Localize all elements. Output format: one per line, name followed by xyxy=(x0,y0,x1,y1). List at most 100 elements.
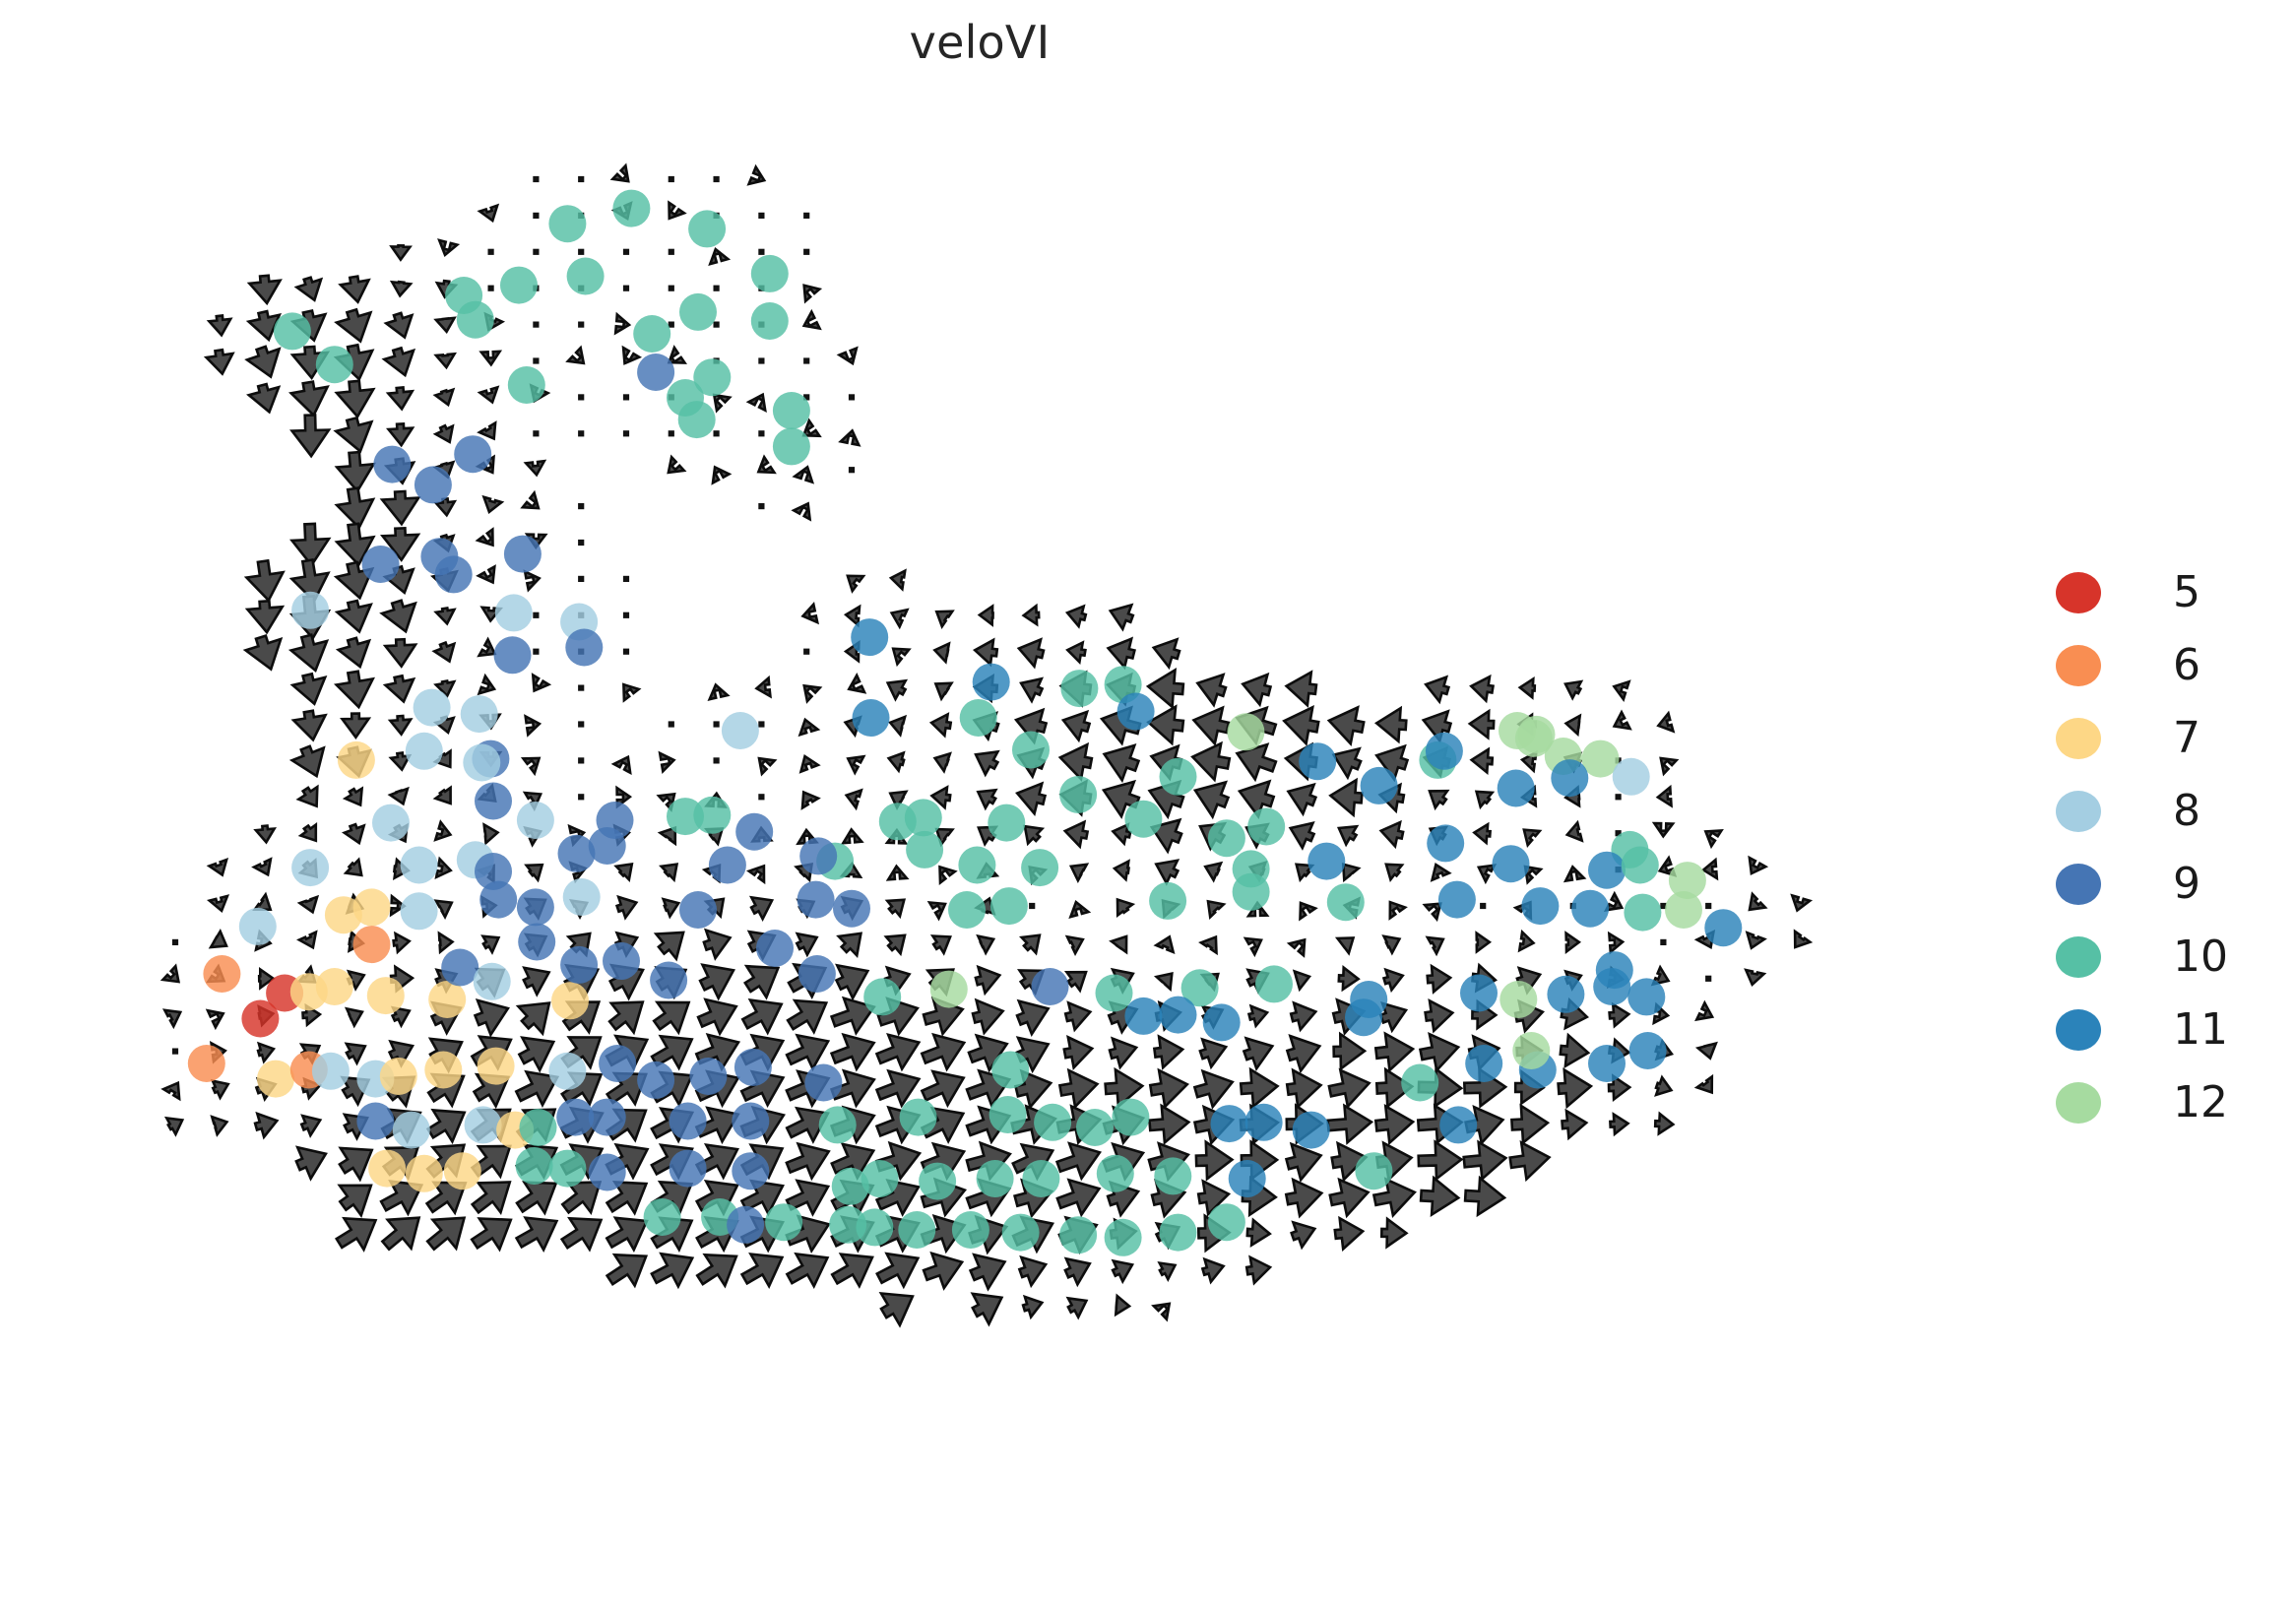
velocity-arrow xyxy=(386,422,415,448)
cell-point xyxy=(413,688,451,727)
velocity-arrow xyxy=(425,1216,467,1252)
legend-item-9[interactable]: 9 xyxy=(2028,848,2284,921)
velocity-arrow xyxy=(1284,1141,1323,1183)
velocity-arrow xyxy=(1659,756,1680,777)
velocity-arrow xyxy=(1242,1036,1275,1072)
cell-point xyxy=(856,1208,894,1247)
velocity-arrow-dot xyxy=(578,321,585,328)
velocity-arrow xyxy=(1112,859,1130,882)
legend-swatch-icon xyxy=(2056,864,2101,905)
velocity-arrow xyxy=(299,1114,323,1138)
velocity-arrow xyxy=(1557,1067,1594,1110)
cell-point xyxy=(1547,975,1585,1013)
legend-item-label: 7 xyxy=(2173,713,2200,763)
cell-point xyxy=(1521,887,1560,926)
velocity-arrow xyxy=(1286,937,1307,958)
cell-point xyxy=(372,804,410,842)
cell-point xyxy=(187,1045,225,1082)
velocity-arrow xyxy=(785,1106,830,1144)
velocity-arrow xyxy=(210,1115,229,1137)
cell-point xyxy=(929,970,968,1008)
cell-point xyxy=(1624,893,1662,932)
velocity-arrow xyxy=(334,522,376,567)
cell-point xyxy=(1512,1032,1551,1069)
velocity-arrow xyxy=(707,682,731,702)
velocity-arrow xyxy=(1299,901,1318,922)
cell-point xyxy=(315,968,353,1005)
velocity-arrow xyxy=(289,672,328,706)
velocity-arrow xyxy=(1241,672,1273,708)
velocity-arrow xyxy=(622,682,642,703)
cell-point xyxy=(899,1098,937,1136)
velocity-arrow-dot xyxy=(622,648,630,655)
velocity-arrow xyxy=(476,564,496,585)
velocity-arrow xyxy=(334,379,376,419)
velocity-arrow-dot xyxy=(578,794,585,801)
velocity-arrow xyxy=(1285,1034,1322,1074)
velocity-arrow-dot xyxy=(622,575,630,582)
cell-point xyxy=(904,799,942,837)
legend-item-6[interactable]: 6 xyxy=(2028,629,2284,702)
cell-point xyxy=(669,1102,707,1140)
velocity-arrow xyxy=(967,1033,1009,1073)
legend-item-8[interactable]: 8 xyxy=(2028,775,2284,848)
legend-item-5[interactable]: 5 xyxy=(2028,556,2284,629)
cell-point xyxy=(1159,1213,1197,1252)
velocity-arrow xyxy=(389,893,407,918)
legend-item-10[interactable]: 10 xyxy=(2028,921,2284,994)
velocity-arrow xyxy=(1469,746,1495,776)
velocity-arrow xyxy=(206,858,229,877)
velocity-arrow xyxy=(1522,828,1543,848)
cell-point xyxy=(677,401,716,439)
velocity-arrow xyxy=(1476,864,1498,885)
velocity-arrow-dot xyxy=(533,248,540,255)
legend-item-7[interactable]: 7 xyxy=(2028,702,2284,775)
cell-point xyxy=(1031,968,1069,1005)
cell-point xyxy=(1437,880,1476,919)
velocity-arrow xyxy=(976,933,996,956)
cell-point xyxy=(1228,1160,1266,1197)
legend-item-11[interactable]: 11 xyxy=(2028,994,2284,1066)
velocity-arrow xyxy=(433,899,454,921)
velocity-arrow xyxy=(477,673,497,696)
velocity-arrow xyxy=(712,393,733,414)
cell-point xyxy=(1517,715,1556,753)
velocity-arrow xyxy=(433,316,457,335)
cell-point xyxy=(1499,981,1538,1018)
velocity-arrow xyxy=(244,599,286,635)
velocity-arrow xyxy=(785,1179,831,1217)
velocity-arrow-dot xyxy=(578,757,585,764)
velocity-arrow xyxy=(341,822,366,846)
velocity-arrow xyxy=(889,608,910,630)
velocity-arrow xyxy=(888,568,907,592)
velocity-arrow xyxy=(338,1146,374,1183)
cell-point xyxy=(515,1147,553,1185)
velocity-arrow xyxy=(477,385,500,405)
legend-item-12[interactable]: 12 xyxy=(2028,1066,2284,1139)
cell-point xyxy=(1581,740,1620,778)
cell-point xyxy=(1116,692,1155,731)
velocity-arrow xyxy=(161,1008,183,1030)
velocity-arrow xyxy=(478,350,503,367)
legend-item-label: 5 xyxy=(2173,567,2200,617)
cell-point xyxy=(368,1149,407,1188)
cell-point xyxy=(493,636,532,675)
velocity-arrow xyxy=(888,714,908,738)
velocity-arrow xyxy=(1790,893,1814,913)
velocity-arrow xyxy=(846,574,866,594)
velocity-arrow xyxy=(834,963,870,1001)
velocity-arrow-dot xyxy=(803,212,810,219)
velocity-arrow xyxy=(1200,1256,1226,1285)
velocity-arrow xyxy=(242,633,284,672)
cell-point xyxy=(772,427,810,466)
velocity-arrow xyxy=(333,670,375,710)
cell-point xyxy=(1355,1152,1393,1190)
velocity-arrow xyxy=(1246,1003,1270,1029)
legend-swatch-icon xyxy=(2056,1009,2101,1051)
velocity-arrow xyxy=(1327,1067,1371,1110)
velocity-arrow xyxy=(746,163,767,186)
velocity-arrow xyxy=(1463,1175,1507,1218)
cell-point xyxy=(989,887,1028,926)
cell-point xyxy=(643,1198,681,1236)
velocity-arrow xyxy=(163,1116,185,1137)
